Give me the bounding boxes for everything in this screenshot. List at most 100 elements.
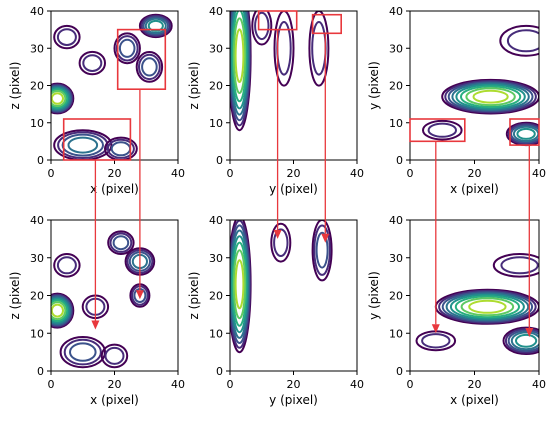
y-tick-label: 30 [389,252,403,265]
contour-level-1 [53,252,81,278]
y-tick-label: 40 [389,5,403,18]
contour-level-1 [270,222,292,263]
arrow-head [273,229,282,239]
contour-level-6 [231,241,248,327]
x-tick-label: 0 [407,167,414,180]
contour-level-7 [51,301,67,321]
contour-level-3 [507,329,539,352]
x-tick-label: 40 [532,378,546,391]
panel-3: 0 20 40 0 10 20 30 40 x (pixel) y (pixel) [367,5,546,196]
contour-level-2 [138,53,161,81]
contour-level-2 [57,131,109,160]
contour-level-1 [113,32,141,65]
contour-level-2 [506,29,539,53]
y-tick-label: 20 [30,80,44,93]
y-axis-label: y (pixel) [367,271,381,320]
panel-5: 0 20 40 0 10 20 30 40 y (pixel) z (pixel) [187,214,364,407]
contour-level-6 [454,295,520,319]
highlight-box [116,28,167,90]
x-tick-label: 20 [108,378,122,391]
y-tick-label: 40 [30,214,44,227]
contour-level-7 [232,17,247,94]
x-axis-label: y (pixel) [269,182,318,196]
y-tick-label: 10 [389,327,403,340]
highlight-box [409,118,466,143]
highlight-box [509,118,540,146]
y-tick-label: 30 [30,252,44,265]
contour-level-1 [53,129,113,160]
x-axis-label: x (pixel) [90,182,139,196]
contour-level-2 [115,35,139,62]
contour-level-1 [273,11,295,87]
y-tick-label: 0 [37,154,44,167]
panel-1: 0 20 40 0 10 20 30 40 x (pixel) z (pixel) [8,5,185,196]
y-tick-label: 20 [389,80,403,93]
contour-level-2 [140,14,172,37]
highlight-arrow [273,29,282,239]
contour-level-6 [51,299,69,322]
panel-6: 0 20 40 0 10 20 30 40 x (pixel) y (pixel) [367,214,546,407]
contour-level-3 [118,38,136,58]
contour-level-2 [56,28,77,46]
x-tick-label: 20 [468,167,482,180]
contour-level-4 [510,331,539,351]
y-tick-label: 10 [30,117,44,130]
contour-level-2 [444,80,537,114]
contour-level-1 [308,11,330,87]
y-axis-label: y (pixel) [367,61,381,110]
highlight-box [62,118,132,161]
highlight-box [311,13,343,35]
contour-level-1 [492,253,539,278]
contour-level-4 [51,296,71,325]
contour-level-1 [78,50,107,76]
y-tick-label: 40 [209,214,223,227]
contour-level-2 [109,232,133,253]
contour-level-2 [82,54,103,72]
y-axis-label: z (pixel) [187,62,201,110]
x-tick-label: 20 [468,378,482,391]
contour-level-3 [51,84,73,113]
contour-level-6 [460,85,522,108]
highlight-arrow [525,145,534,337]
contour-level-1 [59,336,107,369]
y-tick-label: 20 [209,290,223,303]
y-tick-label: 20 [209,80,223,93]
contour-level-2 [500,256,539,275]
contour-level-5 [230,235,249,334]
contour-level-1 [53,24,81,50]
contour-level-2 [56,256,77,275]
contour-level-8 [51,303,64,318]
contour-level-4 [445,292,530,322]
y-tick-label: 40 [30,5,44,18]
contour-level-8 [468,299,507,314]
contour-group [415,253,539,355]
y-tick-label: 10 [30,327,44,340]
contour-level-8 [234,28,245,83]
highlight-arrow [431,141,440,334]
y-tick-label: 40 [389,214,403,227]
y-tick-label: 30 [30,42,44,55]
contour-level-1 [499,24,539,57]
contour-level-1 [51,292,75,329]
contour-level-5 [515,333,538,348]
contour-group [51,230,156,369]
y-tick-label: 0 [216,365,223,378]
y-axis-label: z (pixel) [8,62,22,110]
x-axis-label: y (pixel) [269,393,318,407]
contour-level-2 [311,21,327,76]
contour-level-1 [441,78,539,115]
contour-level-5 [516,127,536,140]
x-tick-label: 0 [407,378,414,391]
x-tick-label: 0 [48,167,55,180]
x-tick-label: 0 [227,167,234,180]
contour-level-1 [104,136,138,160]
x-axis-label: x (pixel) [90,393,139,407]
x-tick-label: 0 [227,378,234,391]
x-tick-label: 40 [171,167,185,180]
contour-level-7 [232,249,247,320]
contour-level-6 [231,11,248,103]
contour-level-3 [51,294,73,327]
contour-level-2 [273,228,289,257]
contour-level-3 [447,81,534,113]
